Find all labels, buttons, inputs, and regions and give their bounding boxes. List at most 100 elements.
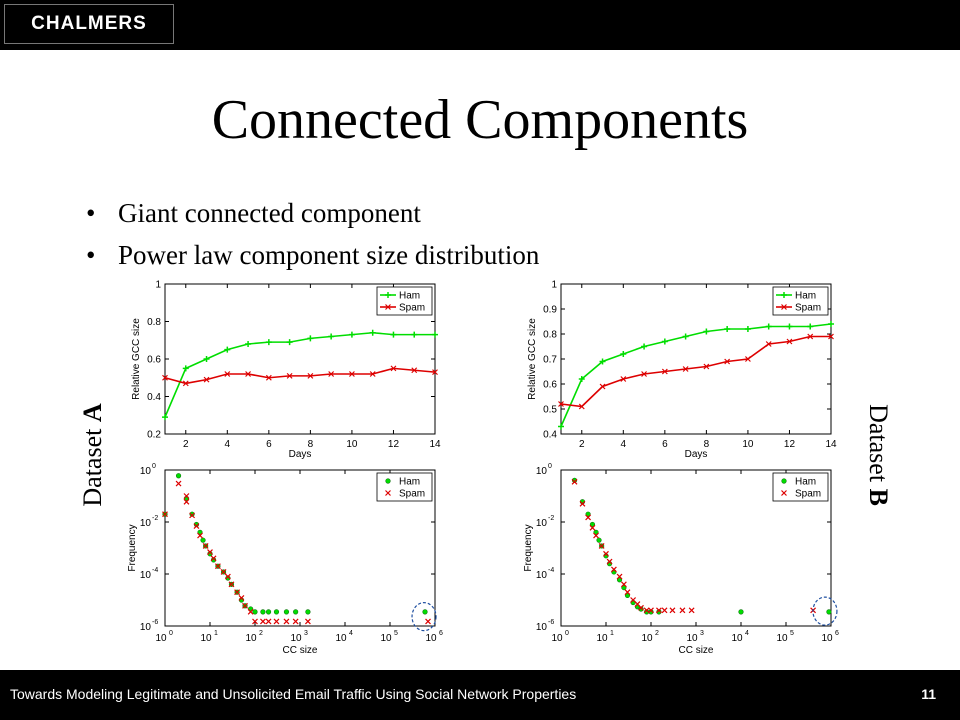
x-tick-exponent: 1: [214, 630, 218, 637]
spam-marker: [655, 607, 662, 614]
ham-marker: [175, 473, 182, 479]
ham-marker: [252, 609, 258, 615]
y-tick-label: 0.9: [543, 305, 557, 316]
gcc-chart-dataset-a: 2 4 6 8 10 12 14 0.2 0.4 0.6 0.8 1 Days Relative GCC …: [131, 280, 441, 461]
bullet-text: Power law component size distribution: [118, 240, 540, 270]
spam-marker: [247, 608, 254, 615]
spam-marker: [259, 618, 266, 625]
legend-box: [772, 472, 829, 502]
y-tick-exponent: -4: [152, 567, 158, 574]
cc-size-chart-dataset-b: 10 0 10 1 10 2 10 3 10 4 10 5 10 610 010 -210 -410 -6CC s…: [523, 463, 839, 656]
ham-marker: [245, 341, 252, 347]
spam-marker: [679, 607, 686, 614]
ham-marker: [162, 414, 168, 421]
x-axis-label: Days: [289, 449, 312, 460]
ham-marker: [826, 609, 832, 615]
y-tick-label: 0.8: [147, 317, 161, 328]
y-tick-label: 0.2: [147, 430, 161, 441]
spam-marker: [603, 550, 609, 557]
y-tick-label: 0.4: [147, 392, 161, 403]
ham-marker: [385, 292, 391, 298]
spam-marker: [643, 607, 650, 614]
x-tick-label: 10: [425, 633, 437, 644]
x-tick-exponent: 6: [835, 630, 839, 637]
spam-marker: [669, 607, 676, 614]
spam-marker: [214, 563, 221, 570]
spam-marker: [630, 597, 637, 603]
y-tick-label: 1: [155, 280, 161, 291]
spam-marker: [348, 371, 355, 377]
y-tick-exponent: -4: [548, 567, 554, 574]
y-tick-exponent: 0: [152, 463, 156, 470]
y-tick-label: 0.8: [543, 330, 557, 341]
ham-marker: [182, 365, 189, 372]
spam-marker: [193, 523, 200, 529]
spam-marker: [189, 512, 196, 519]
spam-marker: [599, 383, 606, 390]
x-axis-label: CC size: [282, 645, 317, 656]
bullet-list: • Giant connected component • Power law co…: [86, 192, 539, 276]
spam-marker: [828, 333, 834, 340]
x-tick-label: 10: [155, 633, 167, 644]
y-tick-exponent: -2: [548, 515, 554, 522]
legend-box: [772, 286, 829, 316]
ham-marker: [305, 609, 311, 615]
ham-marker: [599, 358, 606, 365]
spam-marker: [283, 618, 290, 625]
spam-marker: [641, 371, 648, 377]
spam-marker: [585, 514, 592, 521]
x-tick-label: 10: [596, 633, 608, 644]
y-tick-label: 10: [140, 622, 152, 633]
ham-marker: [273, 609, 280, 615]
x-tick-exponent: 0: [169, 630, 173, 637]
y-axis-label: Relative GCC size: [527, 318, 538, 400]
spam-marker: [589, 524, 596, 531]
ham-marker: [828, 321, 834, 327]
spam-marker: [197, 532, 203, 539]
spam-marker: [661, 607, 668, 614]
spam-marker: [207, 549, 213, 555]
spam-marker: [286, 372, 293, 379]
x-tick-label: 10: [742, 439, 754, 450]
slide-title: Connected Components: [211, 89, 749, 151]
x-tick-label: 10: [380, 633, 392, 644]
x-tick-label: 10: [335, 633, 347, 644]
x-tick-exponent: 4: [349, 630, 353, 637]
x-tick-label: 2: [579, 439, 585, 450]
x-tick-label: 12: [784, 439, 796, 450]
spam-marker: [307, 372, 314, 379]
spam-marker: [242, 602, 248, 609]
ham-marker: [578, 376, 585, 382]
spam-marker: [273, 618, 280, 625]
ham-marker: [682, 333, 689, 340]
x-tick-label: 4: [621, 439, 627, 450]
y-tick-label: 1: [551, 280, 557, 291]
bullet-dot: •: [86, 198, 96, 228]
spam-marker: [807, 333, 814, 340]
spam-marker: [610, 566, 617, 573]
y-tick-label: 10: [536, 518, 548, 529]
ham-marker: [589, 521, 596, 528]
legend-ham-label: Ham: [795, 291, 816, 302]
bullet-item: • Power law component size distribution: [86, 234, 539, 276]
spam-marker: [765, 341, 772, 347]
chalmers-logo: CHALMERS: [4, 4, 174, 44]
y-tick-label: 10: [536, 466, 548, 477]
spam-marker: [616, 573, 623, 580]
bullet-dot: •: [86, 240, 96, 270]
spam-marker: [411, 367, 418, 374]
dataset-b-label: Dataset B: [863, 404, 893, 506]
x-tick-label: 8: [704, 439, 710, 450]
spam-marker: [224, 573, 231, 580]
spam-marker: [578, 403, 585, 410]
ham-series-line: [560, 323, 832, 427]
y-tick-label: 10: [536, 570, 548, 581]
x-tick-label: 10: [686, 633, 698, 644]
dataset-a-prefix: Dataset: [78, 422, 107, 507]
spam-marker: [688, 607, 695, 614]
ham-marker: [260, 609, 266, 615]
page-number: 11: [921, 686, 936, 702]
spam-marker: [558, 401, 564, 407]
ham-marker: [744, 326, 751, 332]
ham-marker: [293, 609, 299, 615]
